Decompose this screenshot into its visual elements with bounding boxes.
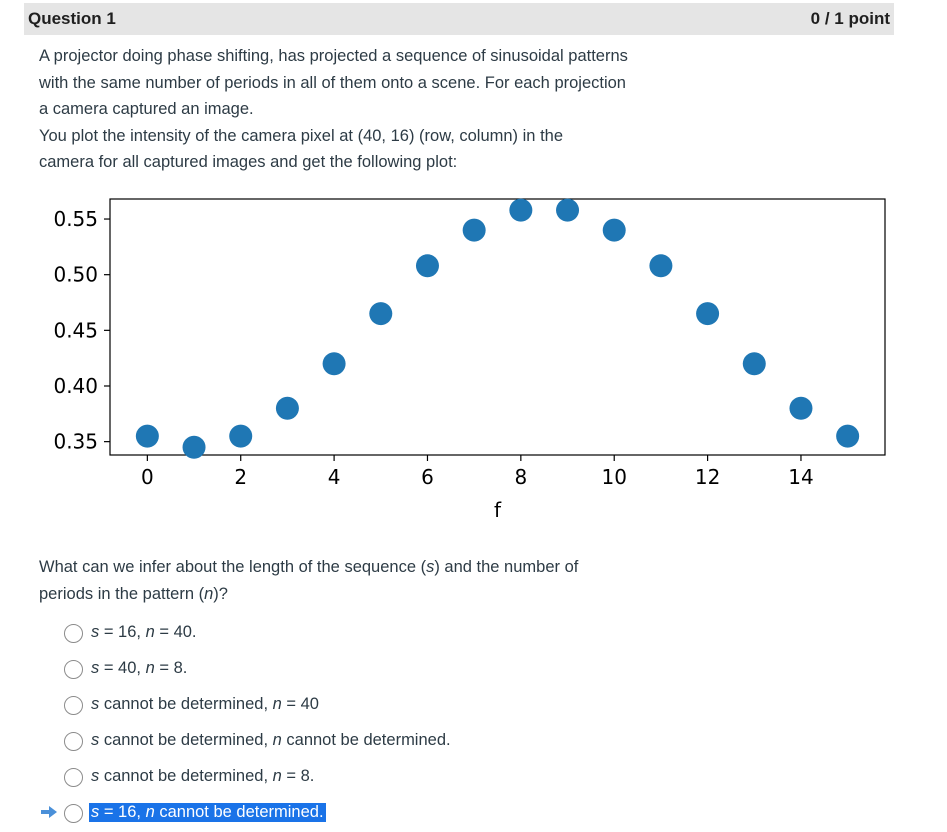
var-s: s	[91, 695, 100, 713]
answer-text: cannot be determined,	[99, 767, 273, 785]
data-point	[462, 218, 486, 242]
radio-button[interactable]	[64, 660, 83, 679]
data-point	[415, 254, 439, 278]
answer-text: cannot be determined.	[281, 731, 451, 749]
data-point	[135, 424, 159, 448]
x-tick-label: 2	[234, 465, 247, 489]
y-tick-label: 0.55	[53, 207, 98, 231]
plot-frame	[109, 198, 886, 456]
answer-label[interactable]: s = 16, n cannot be determined.	[89, 803, 326, 822]
answer-text: = 16,	[99, 623, 146, 641]
data-point	[275, 396, 299, 420]
selected-arrow-icon	[41, 806, 57, 818]
answer-option-2[interactable]: s = 40, n = 8.	[40, 656, 600, 684]
question-points: 0 / 1 point	[810, 9, 890, 28]
data-point	[182, 435, 206, 459]
y-tick-label: 0.50	[53, 263, 98, 287]
answer-label[interactable]: s cannot be determined, n cannot be dete…	[91, 731, 451, 750]
answer-label[interactable]: s cannot be determined, n = 8.	[91, 767, 314, 786]
answer-label[interactable]: s = 40, n = 8.	[91, 659, 187, 678]
data-point	[322, 352, 346, 376]
x-tick-label: 0	[141, 465, 154, 489]
answer-text: = 8.	[154, 659, 188, 677]
answer-text: = 16,	[99, 803, 146, 821]
data-point	[509, 198, 533, 222]
data-point	[649, 254, 673, 278]
var-s: s	[91, 767, 100, 785]
x-tick-label: 8	[514, 465, 527, 489]
intro-line: A projector doing phase shifting, has pr…	[39, 47, 628, 65]
prompt-text: What can we infer about the length of th…	[39, 558, 427, 576]
prompt-text: ) and the number of	[434, 558, 579, 576]
x-tick-label: 14	[788, 465, 813, 489]
answer-text: cannot be determined,	[99, 695, 273, 713]
y-tick-label: 0.35	[53, 430, 98, 454]
var-n: n	[145, 623, 155, 641]
answer-text: = 40	[281, 695, 319, 713]
radio-button[interactable]	[64, 624, 83, 643]
var-n: n	[145, 659, 155, 677]
answer-text: cannot be determined.	[154, 803, 324, 821]
var-s: s	[91, 731, 100, 749]
var-s: s	[91, 623, 100, 641]
answer-text: cannot be determined,	[99, 731, 273, 749]
var-n: n	[204, 584, 214, 603]
intro-line: You plot the intensity of the camera pix…	[39, 126, 564, 145]
question-title: Question 1	[28, 9, 116, 28]
x-tick-label: 4	[328, 465, 341, 489]
var-s: s	[426, 558, 435, 576]
data-point	[789, 396, 813, 420]
answer-option-1[interactable]: s = 16, n = 40.	[40, 620, 600, 648]
intro-line: a camera captured an image.	[39, 100, 254, 118]
answer-label[interactable]: s = 16, n = 40.	[91, 623, 197, 642]
intro-line: with the same number of periods in all o…	[39, 73, 626, 92]
radio-button[interactable]	[64, 696, 83, 715]
answer-option-3[interactable]: s cannot be determined, n = 40	[40, 692, 600, 720]
answer-text: = 40.	[154, 623, 197, 641]
y-tick-label: 0.40	[53, 374, 98, 398]
data-point	[229, 424, 253, 448]
prompt-text: )?	[213, 584, 228, 603]
answer-text: = 8.	[281, 767, 315, 785]
question-header: Question 1 0 / 1 point	[24, 3, 894, 35]
data-point	[602, 218, 626, 242]
question-prompt: What can we infer about the length of th…	[39, 554, 659, 607]
y-tick-label: 0.45	[53, 318, 98, 342]
var-n: n	[145, 803, 155, 821]
prompt-text: periods in the pattern (	[39, 584, 205, 603]
radio-button[interactable]	[64, 804, 83, 823]
var-s: s	[91, 803, 100, 821]
x-tick-label: 10	[601, 465, 626, 489]
answer-option-5[interactable]: s cannot be determined, n = 8.	[40, 764, 600, 792]
x-tick-label: 6	[421, 465, 434, 489]
x-axis-label: f	[494, 498, 502, 522]
var-n: n	[272, 695, 282, 713]
radio-button[interactable]	[64, 768, 83, 787]
answer-text: = 40,	[99, 659, 146, 677]
answer-label[interactable]: s cannot be determined, n = 40	[91, 695, 319, 714]
data-point	[836, 424, 860, 448]
answer-option-4[interactable]: s cannot be determined, n cannot be dete…	[40, 728, 600, 756]
data-point	[369, 302, 393, 326]
var-n: n	[272, 767, 282, 785]
data-point	[556, 198, 580, 222]
answer-option-6[interactable]: s = 16, n cannot be determined.	[40, 800, 600, 828]
data-point	[742, 352, 766, 376]
intro-line: camera for all captured images and get t…	[39, 153, 458, 171]
question-intro: A projector doing phase shifting, has pr…	[39, 43, 719, 176]
radio-button[interactable]	[64, 732, 83, 751]
var-n: n	[272, 731, 282, 749]
x-tick-label: 12	[695, 465, 720, 489]
data-point	[696, 302, 720, 326]
var-s: s	[91, 659, 100, 677]
scatter-plot: 0.35 0.40 0.45 0.50 0.55 0 2 4 6 8 10 12 14 f	[53, 198, 886, 522]
